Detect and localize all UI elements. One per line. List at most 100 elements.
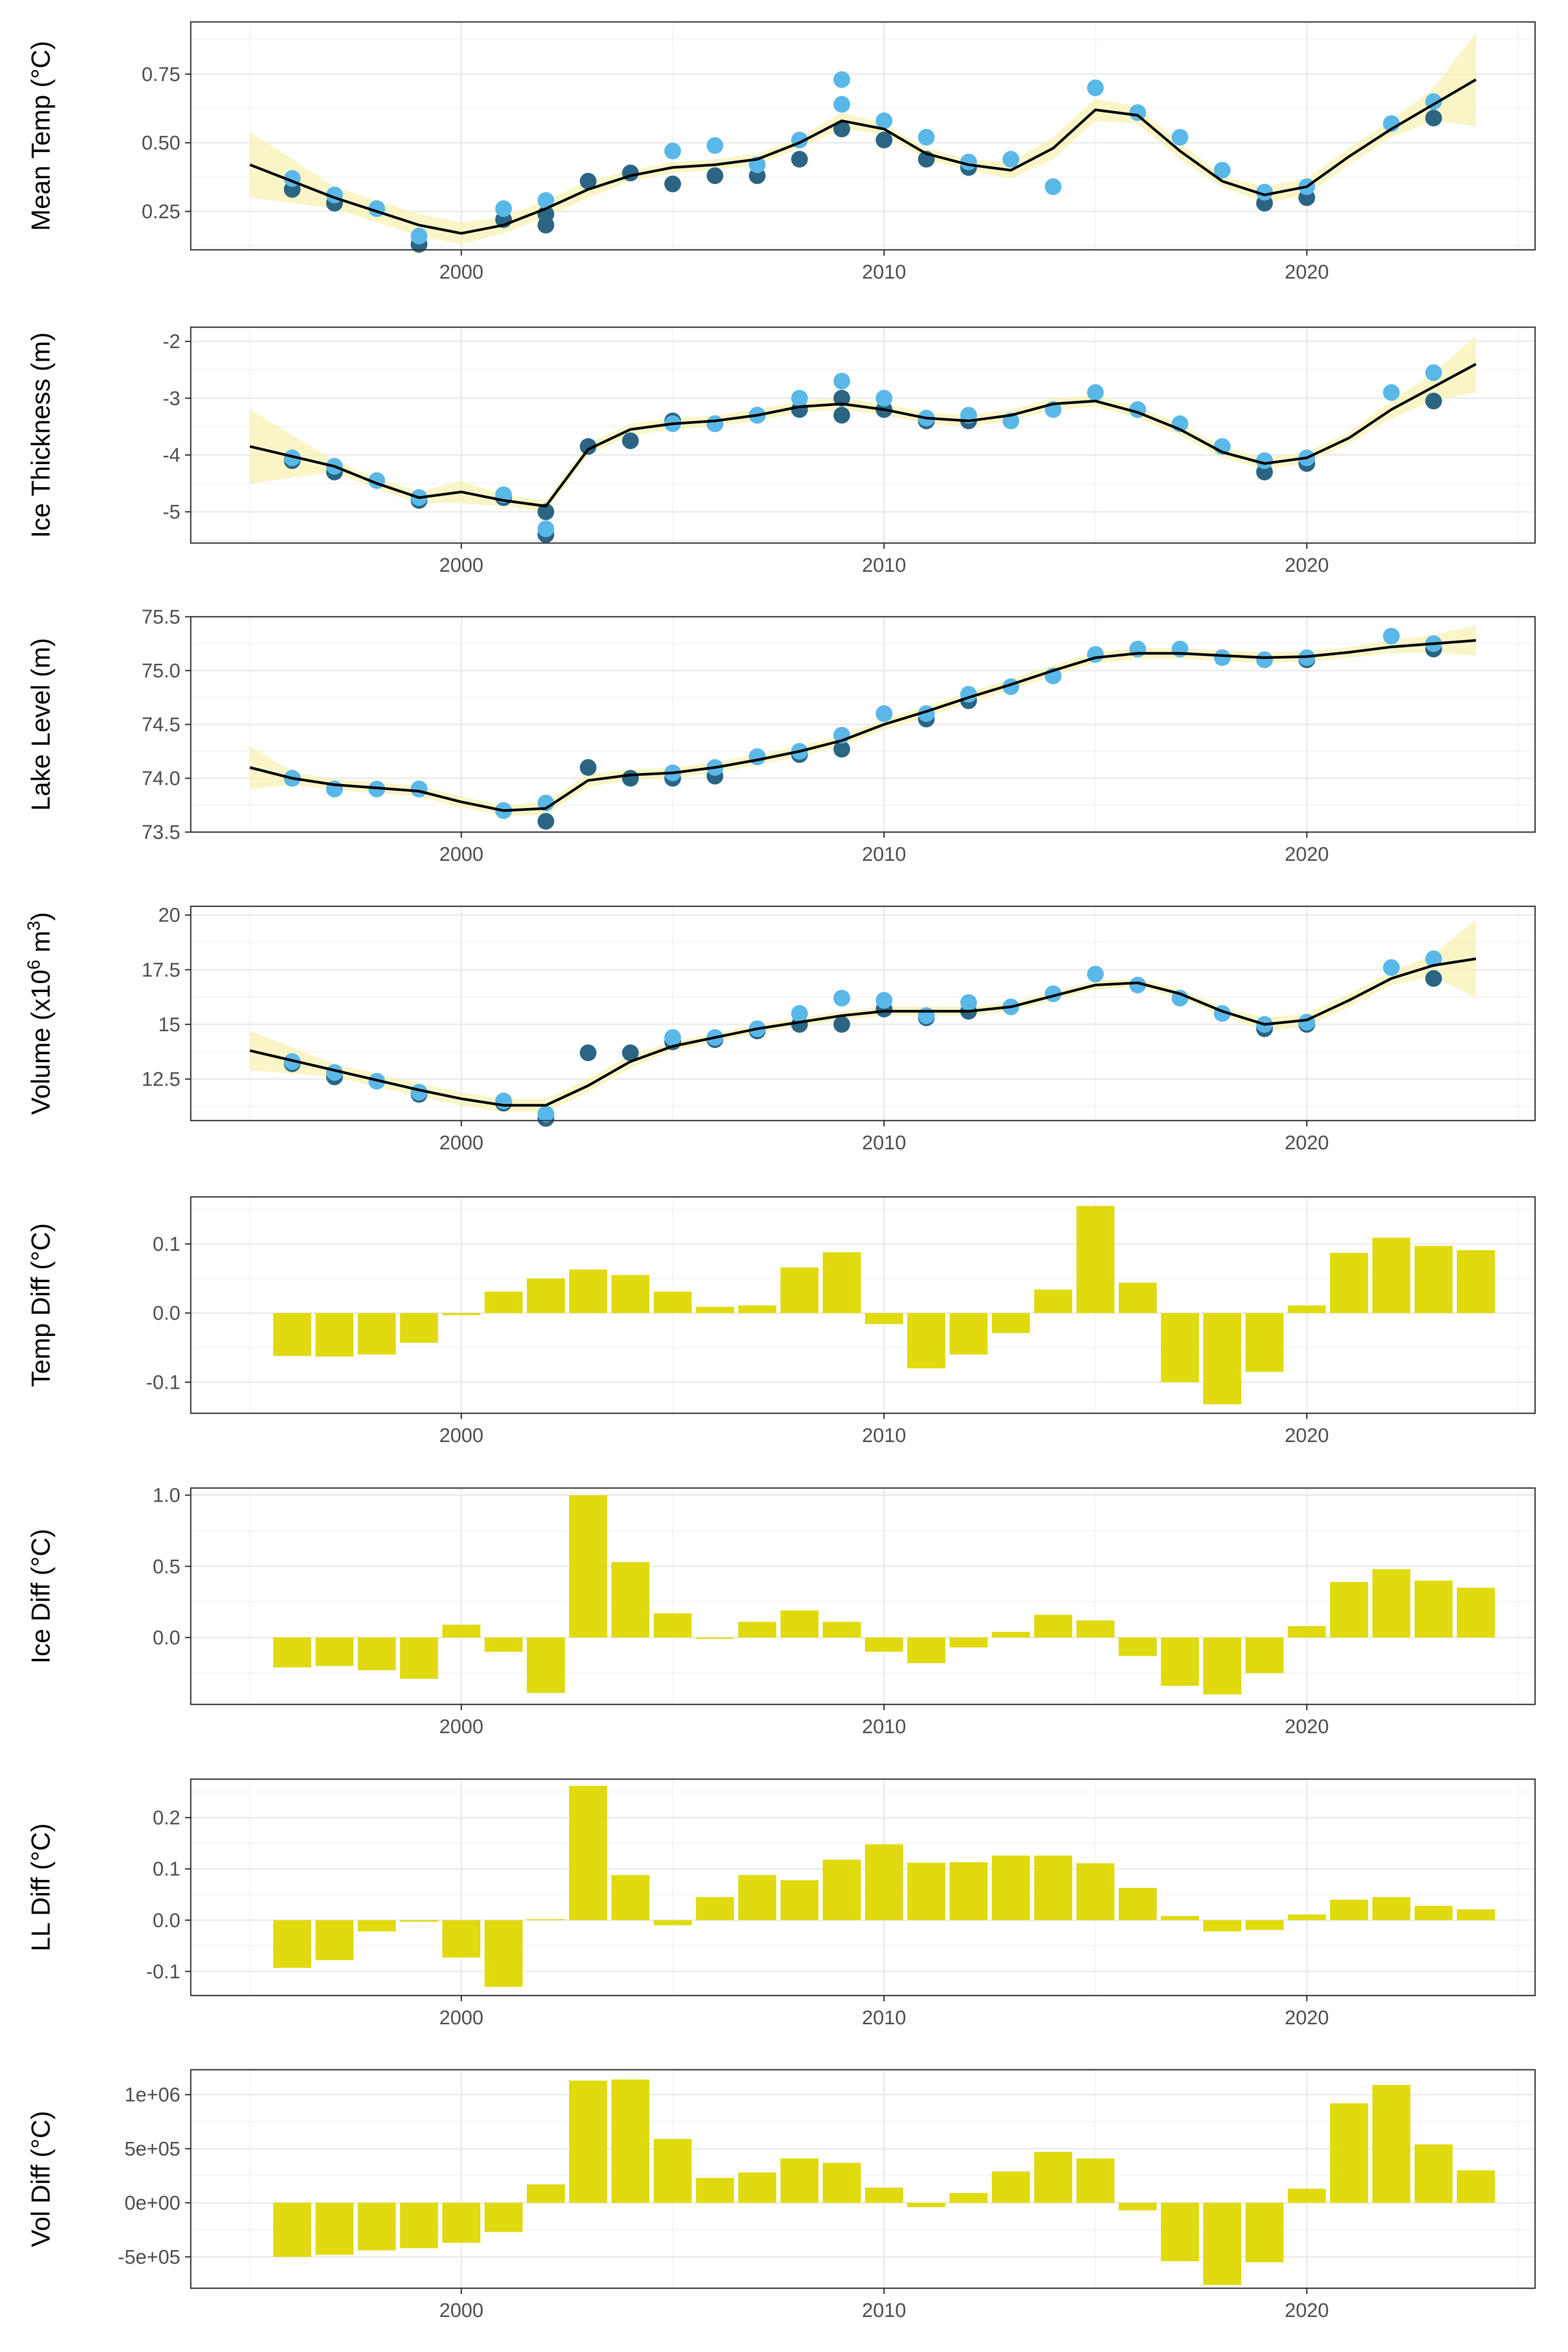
bar — [780, 1880, 819, 1920]
y-tick-label: 15 — [158, 1014, 180, 1036]
x-tick-label: 2010 — [862, 1425, 906, 1447]
bar — [358, 2203, 396, 2251]
bar — [1203, 1920, 1241, 1932]
bar — [527, 1637, 565, 1693]
x-tick-label: 2000 — [439, 844, 483, 866]
bar — [1203, 1313, 1241, 1404]
bar — [273, 2203, 312, 2257]
x-tick-label: 2010 — [862, 2007, 906, 2029]
bar — [400, 1637, 439, 1679]
bar — [569, 1785, 607, 1920]
bar — [865, 1313, 903, 1324]
bar — [949, 1313, 988, 1355]
bar — [1330, 2103, 1368, 2203]
bar — [569, 2080, 607, 2203]
bar — [611, 2079, 650, 2203]
bar — [485, 1637, 523, 1652]
data-point-light — [1383, 959, 1400, 976]
bar — [1245, 1637, 1284, 1674]
x-tick-label: 2020 — [1285, 2007, 1329, 2029]
y-tick-label: 0.2 — [153, 1807, 180, 1829]
bar — [569, 1269, 607, 1313]
x-tick-label: 2010 — [862, 2300, 906, 2322]
panel-border — [190, 326, 1536, 544]
y-tick-label: -0.1 — [146, 1371, 180, 1393]
y-tick-label: 1e+06 — [124, 2084, 180, 2106]
confidence-band — [250, 919, 1476, 1112]
data-point-light — [284, 449, 301, 466]
data-point-light — [918, 1007, 935, 1024]
data-point-light — [1087, 79, 1104, 97]
data-point-light — [537, 1105, 555, 1123]
data-point-dark — [833, 1016, 850, 1033]
y-tick-label: 12.5 — [142, 1069, 180, 1091]
y-tick-label: 0.5 — [153, 1556, 180, 1578]
bar — [1287, 1305, 1326, 1313]
bar — [780, 1267, 819, 1313]
y-axis-title: LL Diff (°C) — [26, 1823, 55, 1951]
panel-border — [190, 905, 1536, 1122]
data-point-light — [960, 994, 977, 1011]
y-tick-label: 17.5 — [142, 959, 180, 981]
bar — [273, 1920, 312, 1968]
data-point-dark — [622, 432, 639, 449]
data-point-dark — [580, 759, 597, 776]
y-tick-label: -5e+05 — [118, 2246, 180, 2268]
bar — [1330, 1582, 1368, 1638]
smooth-fit-line — [249, 78, 1477, 235]
y-axis-title: Lake Level (m) — [26, 638, 55, 811]
bar — [907, 1862, 946, 1920]
data-point-dark — [1425, 109, 1442, 126]
data-point-light — [537, 192, 555, 209]
bar — [485, 2203, 523, 2232]
bar — [823, 1252, 861, 1313]
y-axis-title: Ice Diff (°C) — [26, 1529, 55, 1664]
x-tick-label: 2010 — [862, 1716, 906, 1738]
y-axis-title: Vol Diff (°C) — [26, 2111, 55, 2247]
bar — [315, 2203, 354, 2255]
data-point-light — [875, 389, 893, 407]
bar — [780, 2158, 819, 2203]
smooth-fit-line — [249, 363, 1477, 508]
data-point-light — [833, 96, 850, 113]
data-point-light — [1087, 965, 1104, 983]
bar — [315, 1637, 354, 1666]
y-tick-label: 0.1 — [153, 1859, 180, 1881]
confidence-band — [250, 625, 1476, 816]
bar — [1287, 2188, 1326, 2203]
bar — [1161, 1916, 1199, 1920]
panel-border — [190, 1196, 1536, 1414]
data-point-light — [410, 227, 428, 245]
data-point-dark — [833, 407, 850, 424]
bar — [1245, 2203, 1284, 2263]
panel-border — [190, 1778, 1536, 1997]
data-point-light — [410, 780, 428, 798]
x-tick-label: 2010 — [862, 844, 906, 866]
bar — [1414, 2144, 1453, 2203]
bar — [1457, 1909, 1495, 1920]
data-point-light — [1256, 452, 1273, 469]
bar — [315, 1920, 354, 1961]
bar — [738, 1305, 777, 1313]
data-point-light — [748, 748, 766, 765]
bar — [991, 1632, 1030, 1638]
bar — [442, 2203, 481, 2243]
y-tick-label: 73.5 — [142, 822, 180, 844]
data-point-light — [918, 129, 935, 146]
data-point-light — [833, 373, 850, 390]
chart-panel-3: 73.5 74.0 74.5 75.0 75.5 2000 2010 2020 Lake Lev… — [26, 606, 1536, 866]
bar — [1119, 1637, 1157, 1656]
x-tick-label: 2000 — [439, 1716, 483, 1738]
y-tick-label: 5e+05 — [124, 2138, 180, 2160]
bar — [907, 1637, 946, 1664]
data-point-light — [537, 520, 555, 537]
data-point-dark — [580, 438, 597, 455]
y-tick-label: 1.0 — [153, 1485, 180, 1507]
data-point-dark — [833, 389, 850, 407]
y-tick-label: 0.0 — [153, 1627, 180, 1649]
bar — [1076, 2158, 1115, 2203]
y-tick-label: 74.0 — [142, 768, 180, 790]
chart-panel-5: -0.1 0.0 0.1 2000 2010 2020 Temp Diff (°C) — [26, 1196, 1536, 1447]
x-tick-label: 2000 — [439, 1132, 483, 1154]
bar — [696, 1637, 734, 1639]
